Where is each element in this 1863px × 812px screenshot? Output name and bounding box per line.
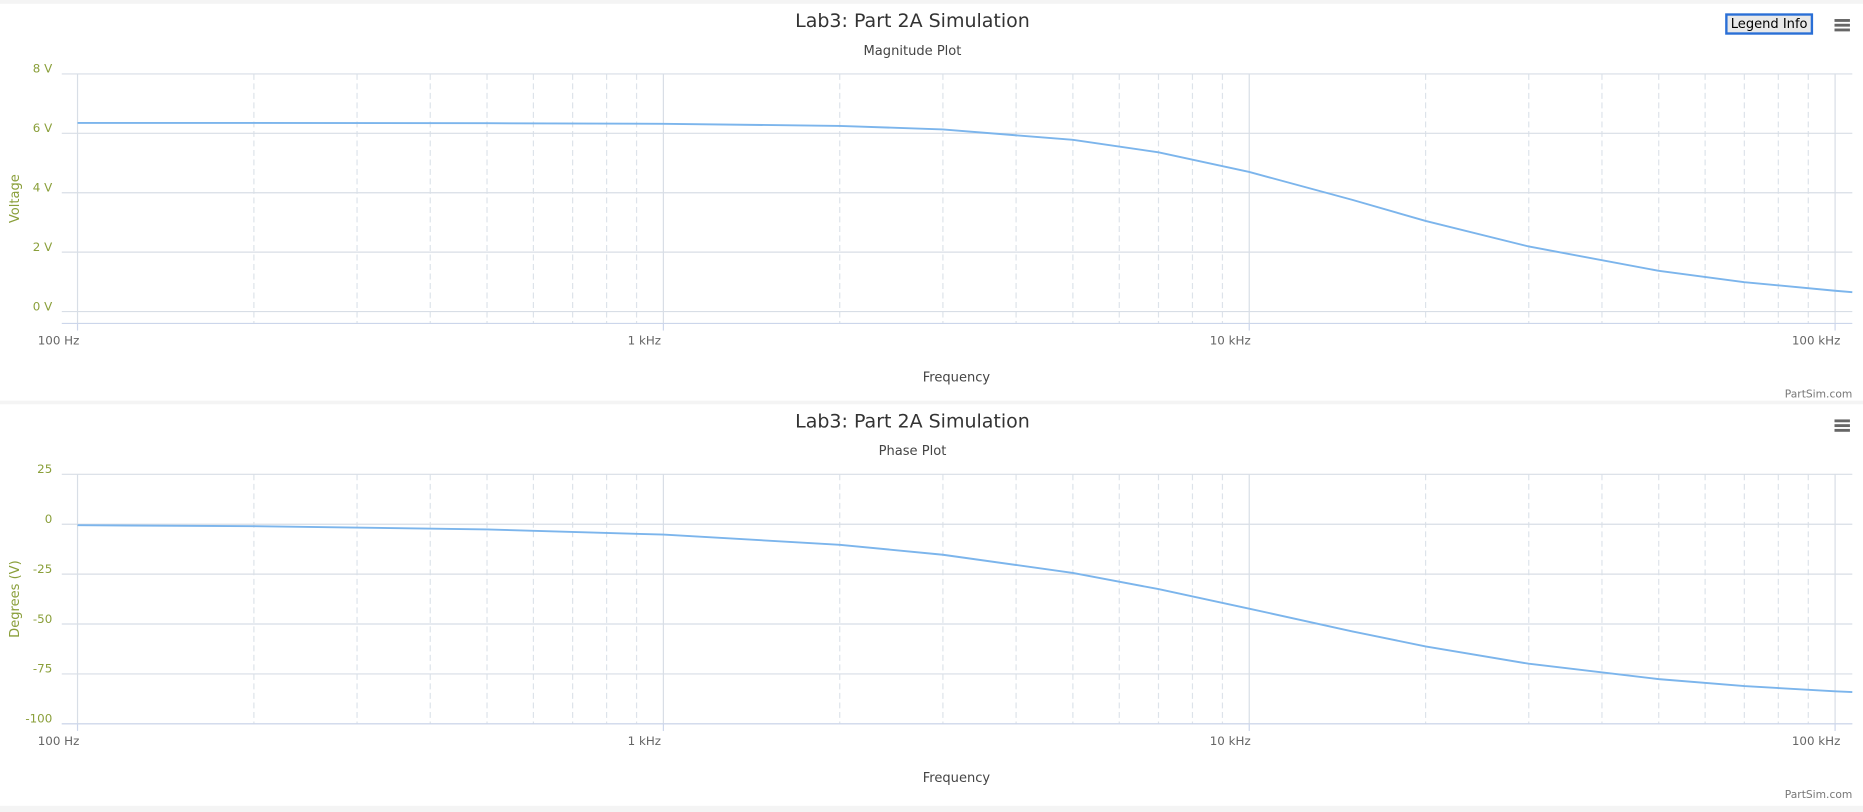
button-label[interactable]: Legend Info — [1731, 17, 1808, 32]
chart-title: Lab3: Part 2A Simulation — [795, 411, 1030, 433]
y-axis-title: Voltage — [8, 174, 23, 223]
legend-button[interactable]: Legend Info — [1725, 13, 1814, 35]
credits: PartSim.com — [1785, 788, 1853, 801]
chart-background — [0, 3, 1863, 401]
series-line — [77, 121, 1853, 294]
y-tick-label: 25 — [37, 462, 52, 476]
y-tick-label: 0 — [45, 512, 53, 526]
y-tick-label: 6 V — [33, 121, 53, 135]
menu-button[interactable] — [1834, 19, 1850, 32]
chart-subtitle: Phase Plot — [879, 444, 947, 459]
chart-background — [0, 404, 1863, 806]
y-tick-label: 2 V — [33, 240, 53, 254]
y-tick-label: -50 — [33, 612, 52, 626]
y-tick-label: 4 V — [33, 180, 53, 194]
chart-title: Lab3: Part 2A Simulation — [795, 10, 1030, 32]
x-tick-label: 10 kHz — [1210, 334, 1251, 348]
y-tick-label: -100 — [25, 712, 52, 726]
chart-subtitle: Magnitude Plot — [864, 44, 962, 59]
x-tick-label: 10 kHz — [1210, 734, 1251, 748]
x-axis-title: Frequency — [923, 371, 991, 386]
y-axis-title: Degrees (V) — [8, 560, 23, 638]
x-axis-title: Frequency — [923, 771, 991, 786]
y-tick-label: 0 V — [33, 299, 53, 313]
x-tick-label: 1 kHz — [628, 334, 661, 348]
x-tick-label: 100 kHz — [1792, 334, 1840, 348]
x-tick-label: 1 kHz — [628, 734, 661, 748]
x-tick-label: 100 Hz — [38, 734, 80, 748]
x-tick-label: 100 kHz — [1792, 734, 1840, 748]
y-tick-label: -25 — [33, 562, 52, 576]
menu-button[interactable] — [1834, 419, 1850, 432]
series-line — [77, 524, 1853, 694]
x-tick-label: 100 Hz — [38, 334, 80, 348]
y-tick-label: -75 — [33, 662, 52, 676]
button-frame[interactable] — [1725, 13, 1814, 35]
y-tick-label: 8 V — [33, 62, 53, 76]
credits: PartSim.com — [1785, 388, 1853, 401]
